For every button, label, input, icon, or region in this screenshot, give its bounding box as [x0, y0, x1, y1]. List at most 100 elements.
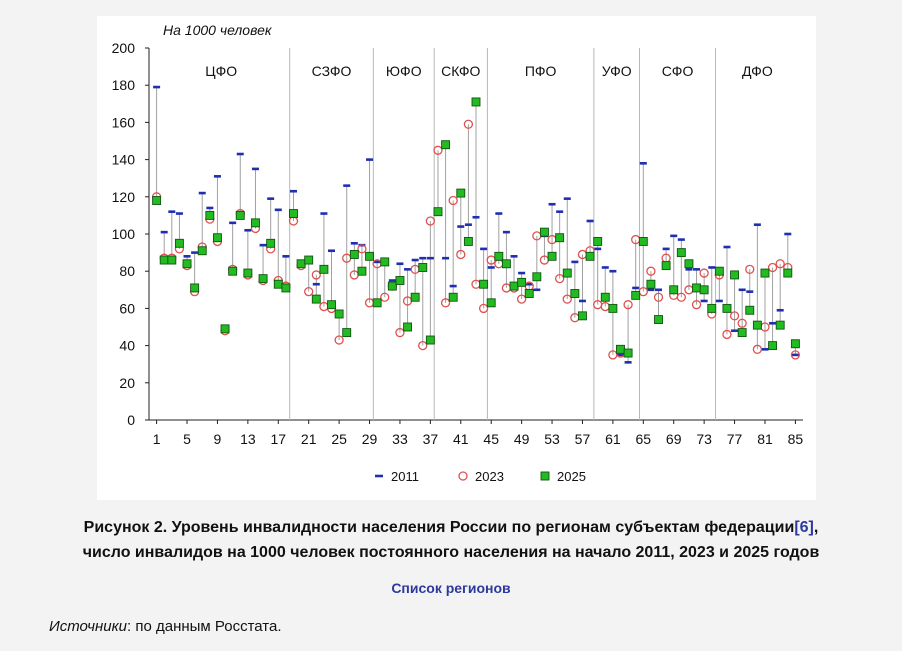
- point-2025: [387, 281, 397, 291]
- x-tick-label: 17: [270, 431, 286, 447]
- point-2025: [349, 250, 359, 259]
- point-2023: [311, 270, 321, 280]
- point-2023: [691, 300, 702, 310]
- point-2025: [631, 290, 641, 300]
- point-2025: [289, 209, 298, 218]
- legend-label-2011: 2011: [391, 469, 419, 484]
- point-2025: [304, 255, 314, 265]
- footnote-ref-link[interactable]: [6]: [794, 519, 814, 536]
- units-label: На 1000 человек: [163, 22, 273, 38]
- point-2023: [676, 292, 686, 302]
- point-2023: [478, 303, 489, 314]
- figure-caption-line-1: Рисунок 2. Уровень инвалидности населени…: [0, 519, 902, 537]
- x-tick-label: 53: [544, 431, 560, 447]
- point-2025: [266, 238, 276, 248]
- point-2025: [714, 266, 724, 276]
- point-2025: [197, 246, 207, 256]
- point-2025: [562, 268, 572, 278]
- point-2025: [174, 238, 184, 248]
- point-2023: [463, 119, 474, 129]
- y-tick-label: 160: [112, 114, 136, 130]
- point-2023: [562, 294, 572, 304]
- district-label: СФО: [662, 63, 694, 79]
- x-tick-label: 41: [453, 431, 469, 447]
- point-2025: [334, 309, 344, 319]
- point-2025: [501, 259, 511, 269]
- x-tick-label: 45: [483, 431, 499, 447]
- point-2023: [699, 268, 709, 278]
- district-label: УФО: [602, 63, 632, 79]
- point-2025: [456, 188, 466, 198]
- point-2025: [182, 259, 192, 269]
- point-2023: [722, 329, 732, 340]
- legend-marker-2025: [540, 471, 550, 481]
- x-tick-label: 37: [423, 431, 439, 447]
- x-tick-label: 81: [757, 431, 773, 447]
- point-2023: [653, 292, 664, 302]
- x-tick-label: 65: [636, 431, 652, 447]
- point-2025: [517, 277, 527, 287]
- point-2025: [327, 300, 336, 310]
- legend-marker-2023: [458, 471, 468, 481]
- x-tick-label: 57: [575, 431, 591, 447]
- point-2023: [729, 311, 740, 321]
- point-2023: [767, 262, 778, 273]
- point-2025: [608, 303, 618, 313]
- chart-container: 0 20 40 60 80 100 120 140 160 180 200 1 5 9 13 17 21 25 29…: [97, 16, 816, 500]
- point-2023: [334, 335, 344, 345]
- point-2025: [692, 283, 701, 293]
- point-2025: [768, 341, 778, 351]
- point-2025: [365, 251, 374, 261]
- x-tick-label: 1: [153, 431, 161, 447]
- point-2025: [745, 305, 755, 315]
- district-label: ДФО: [742, 63, 773, 79]
- point-2023: [395, 327, 405, 338]
- point-2023: [555, 273, 565, 284]
- point-2025: [152, 196, 162, 205]
- point-2025: [654, 315, 663, 325]
- x-tick-label: 73: [696, 431, 712, 447]
- point-2025: [494, 251, 504, 261]
- point-2023: [304, 287, 314, 297]
- point-2023: [433, 145, 443, 155]
- point-2023: [745, 264, 755, 274]
- point-2025: [684, 259, 694, 269]
- y-tick-label: 20: [119, 375, 135, 391]
- y-tick-label: 40: [119, 338, 135, 354]
- district-label: СКФО: [441, 63, 480, 79]
- chart-svg: 0 20 40 60 80 100 120 140 160 180 200 1 5 9 13 17 21 25 29…: [112, 22, 804, 484]
- district-label: ЮФО: [386, 63, 422, 79]
- point-2025: [311, 294, 321, 304]
- point-2025: [228, 266, 238, 276]
- x-tick-label: 29: [362, 431, 378, 447]
- point-2025: [532, 272, 542, 282]
- point-2023: [516, 294, 527, 304]
- point-2025: [251, 218, 260, 228]
- point-2025: [699, 285, 709, 295]
- point-2023: [790, 350, 801, 360]
- regions-list-link[interactable]: Список регионов: [391, 580, 511, 596]
- district-label: СЗФО: [312, 63, 352, 79]
- point-2025: [357, 266, 367, 276]
- x-tick-label: 13: [240, 431, 256, 447]
- y-tick-label: 0: [127, 412, 135, 428]
- point-2025: [220, 324, 230, 334]
- point-2023: [448, 195, 458, 206]
- point-2023: [418, 340, 428, 351]
- y-tick-label: 100: [112, 226, 136, 242]
- x-tick-label: 77: [727, 431, 743, 447]
- point-2025: [319, 264, 329, 274]
- point-2025: [707, 303, 717, 313]
- point-2025: [380, 257, 390, 267]
- point-2025: [479, 279, 489, 289]
- point-2025: [433, 207, 443, 217]
- point-2023: [425, 216, 436, 226]
- point-2023: [440, 298, 451, 308]
- point-2025: [441, 140, 451, 150]
- point-2025: [585, 251, 595, 261]
- y-tick-label: 180: [112, 77, 136, 93]
- point-2025: [281, 283, 291, 293]
- point-2025: [205, 210, 215, 220]
- point-2025: [243, 268, 253, 278]
- point-2025: [730, 270, 740, 280]
